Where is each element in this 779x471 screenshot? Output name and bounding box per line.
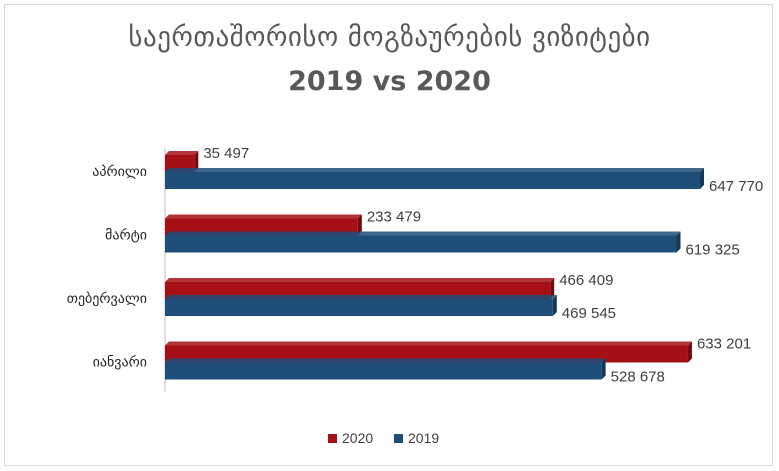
category-label: მარტი [105, 227, 147, 244]
data-label-2020: 633 201 [697, 336, 751, 353]
bar-2020 [165, 278, 555, 299]
bar-2020 [165, 214, 362, 236]
data-label-2020: 466 409 [559, 272, 613, 289]
data-label-2020: 233 479 [367, 209, 421, 226]
bar-2019 [165, 295, 557, 316]
bar-2019 [165, 168, 704, 189]
bar-2019 [165, 231, 681, 253]
chart-subtitle: 2019 vs 2020 [288, 66, 491, 97]
legend-label-2019: 2019 [408, 430, 439, 446]
category-label: თებერვალი [67, 290, 147, 307]
data-label-2019: 528 678 [611, 369, 665, 386]
chart-title: საერთაშორისო მოგზაურების ვიზიტები [128, 22, 651, 53]
legend-swatch-2019 [394, 434, 403, 443]
bar-2020 [165, 151, 199, 172]
data-label-2019: 619 325 [686, 242, 740, 259]
legend-label-2020: 2020 [342, 430, 373, 446]
bar-2020 [165, 341, 692, 363]
data-label-2019: 647 770 [709, 178, 763, 195]
data-label-2019: 469 545 [562, 305, 616, 322]
category-label: იანვარი [93, 354, 147, 371]
data-label-2020: 35 497 [203, 145, 249, 162]
bar-2019 [165, 358, 606, 380]
category-label: აპრილი [92, 163, 147, 180]
legend-swatch-2020 [328, 434, 337, 443]
